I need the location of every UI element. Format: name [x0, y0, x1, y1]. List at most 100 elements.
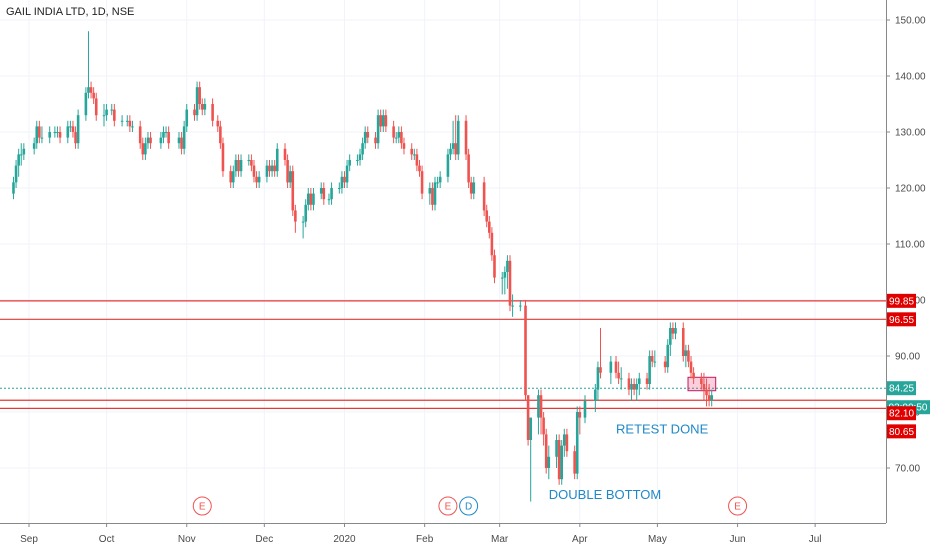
candle-body	[268, 165, 271, 172]
candle-body	[40, 137, 44, 139]
candle-body	[684, 350, 688, 356]
candle-body	[529, 417, 532, 440]
candle-body	[273, 165, 276, 172]
dividend-marker[interactable]	[459, 496, 479, 516]
candle-body	[338, 188, 341, 189]
candle-body	[203, 104, 207, 110]
event-marker-label: E	[199, 502, 206, 513]
candle-body	[669, 328, 672, 345]
candle-body	[451, 143, 455, 149]
candle-body	[493, 255, 496, 278]
candle-body	[193, 109, 196, 116]
candle-body	[472, 182, 476, 194]
candle-body	[456, 120, 460, 155]
chart-annotation[interactable]: RETEST DONE	[616, 421, 709, 436]
earnings-marker[interactable]	[192, 496, 212, 516]
candle-body	[557, 440, 561, 480]
candle-body	[286, 160, 289, 183]
candle-body	[619, 378, 623, 380]
candle-body	[467, 154, 470, 183]
x-tick-label: Jul	[809, 534, 822, 545]
candle-body	[547, 456, 551, 468]
candle-body	[343, 176, 346, 183]
candle-body	[488, 221, 491, 233]
candle-body	[131, 126, 134, 128]
candle-body	[330, 188, 333, 200]
earnings-marker[interactable]	[728, 496, 748, 516]
candle-body	[177, 137, 181, 144]
candles	[12, 31, 714, 502]
event-marker-label: D	[465, 502, 472, 513]
candle-body	[674, 328, 677, 334]
candle-body	[113, 109, 116, 121]
candle-body	[74, 132, 77, 144]
x-tick-label: 2020	[333, 534, 356, 545]
candle-body	[144, 143, 147, 155]
chart-annotation[interactable]: DOUBLE BOTTOM	[549, 487, 661, 502]
y-tick-label: 120.00	[895, 184, 926, 195]
candle-body	[58, 132, 62, 138]
candle-body	[630, 384, 633, 390]
candle-body	[511, 305, 514, 307]
candle-body	[692, 372, 695, 379]
candle-body	[469, 182, 473, 194]
chart-grid	[0, 0, 886, 523]
candle-body	[239, 160, 243, 172]
candle-body	[433, 182, 437, 205]
candle-body	[250, 160, 253, 166]
candle-body	[653, 361, 657, 363]
candle-body	[255, 176, 258, 183]
candle-body	[702, 384, 706, 390]
candle-body	[348, 160, 351, 166]
candle-body	[257, 176, 261, 183]
candle-body	[89, 87, 93, 93]
candle-body	[707, 395, 711, 401]
candle-body	[400, 132, 403, 144]
candle-body	[216, 120, 220, 127]
candle-body	[265, 165, 269, 177]
candle-body	[146, 137, 150, 144]
candle-body	[102, 115, 106, 117]
candle-body	[94, 98, 98, 116]
candle-body	[120, 120, 124, 122]
candle-body	[84, 92, 88, 116]
candle-body	[358, 154, 362, 160]
candle-body	[66, 126, 70, 138]
candle-body	[319, 188, 323, 194]
candle-body	[710, 395, 714, 401]
candle-body	[539, 395, 543, 418]
candle-body	[356, 160, 359, 161]
chart-title: GAIL INDIA LTD, 1D, NSE	[6, 6, 134, 18]
candle-body	[198, 87, 201, 104]
annotations: RETEST DONE DOUBLE BOTTOM	[549, 421, 709, 502]
horizontal-levels	[0, 300, 886, 409]
candle-body	[159, 137, 163, 144]
candle-body	[555, 440, 558, 457]
candle-body	[519, 305, 522, 307]
candle-body	[379, 115, 382, 127]
candle-body	[627, 378, 631, 390]
candle-body	[500, 277, 504, 279]
candle-body	[301, 221, 305, 223]
candle-body	[381, 115, 385, 127]
candle-body	[599, 367, 602, 373]
candle-body	[454, 143, 457, 155]
price-tag-level: 80.65	[889, 427, 914, 438]
candle-body	[309, 193, 313, 205]
earnings-marker[interactable]	[438, 496, 458, 516]
candle-body	[234, 160, 238, 172]
candle-body	[221, 143, 225, 172]
candle-body	[53, 132, 57, 133]
candle-body	[617, 372, 620, 379]
x-tick-label: Mar	[491, 534, 509, 545]
candle-body	[327, 199, 331, 201]
candle-body	[237, 160, 240, 172]
candle-body	[596, 367, 600, 390]
candle-body	[560, 445, 564, 480]
time-axis[interactable]: Sep Oct Nov Dec 2020 Feb Mar Apr May Jun Jul	[20, 523, 822, 545]
candle-body	[138, 126, 142, 144]
candle-body	[415, 154, 419, 166]
candle-body	[648, 356, 651, 384]
